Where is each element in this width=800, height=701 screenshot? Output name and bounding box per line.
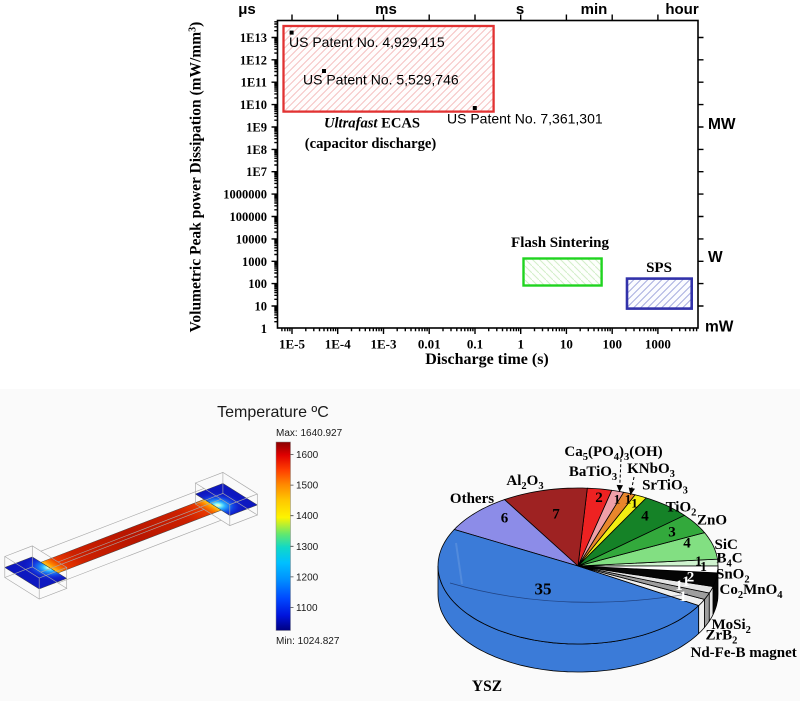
svg-text:4: 4 [683,536,691,552]
svg-text:US Patent No. 7,361,301: US Patent No. 7,361,301 [447,111,603,127]
svg-text:100000: 100000 [230,210,268,224]
svg-text:0.1: 0.1 [467,337,483,352]
svg-text:100: 100 [248,277,267,291]
svg-text:10: 10 [255,300,268,314]
svg-text:1E8: 1E8 [246,143,267,157]
svg-text:μs: μs [238,1,256,18]
svg-text:SrTiO3​: SrTiO3​ [642,478,688,497]
svg-text:1100: 1100 [296,603,318,614]
svg-text:mW: mW [705,319,734,336]
svg-text:1400: 1400 [296,511,319,522]
svg-text:US Patent No. 5,529,746: US Patent No. 5,529,746 [303,72,459,88]
svg-text:Others: Others [450,491,494,507]
svg-text:s: s [516,1,524,18]
svg-text:1000: 1000 [645,337,671,352]
svg-text:7: 7 [552,507,560,523]
svg-text:B4​C: B4​C [717,551,743,570]
svg-text:1E-3: 1E-3 [371,337,398,352]
svg-text:MoSi2​: MoSi2​ [712,617,751,636]
svg-text:1: 1 [614,492,621,507]
svg-text:TiO2​: TiO2​ [666,500,697,519]
svg-text:10: 10 [560,337,573,352]
svg-text:1200: 1200 [296,572,319,583]
svg-text:MW: MW [708,116,736,133]
svg-text:1E-5: 1E-5 [279,337,306,352]
svg-text:1E-4: 1E-4 [325,337,352,352]
svg-text:1: 1 [517,337,524,352]
svg-text:100: 100 [602,337,622,352]
svg-text:Ca5​(PO4​)3​(OH): Ca5​(PO4​)3​(OH) [564,444,662,463]
svg-text:6: 6 [501,511,509,527]
svg-text:min: min [581,1,608,18]
svg-text:1000: 1000 [242,255,267,269]
svg-text:1300: 1300 [296,542,319,553]
svg-text:BaTiO3​: BaTiO3​ [569,464,617,483]
svg-text:Nd-Fe-B magnet: Nd-Fe-B magnet [691,645,797,661]
svg-text:KNbO3​: KNbO3​ [627,461,675,480]
svg-text:1600: 1600 [296,450,319,461]
svg-text:W: W [708,249,723,266]
svg-text:Ultrafast ECAS: Ultrafast ECAS [324,116,420,132]
svg-text:1000000: 1000000 [223,188,267,202]
svg-text:1E9: 1E9 [246,121,267,135]
svg-text:1: 1 [625,492,632,507]
svg-text:1: 1 [695,554,702,569]
svg-text:1E7: 1E7 [246,165,267,179]
svg-text:1: 1 [679,589,687,605]
svg-text:YSZ: YSZ [472,678,502,695]
svg-text:1: 1 [682,574,690,590]
svg-text:Min: 1024.827: Min: 1024.827 [276,636,340,647]
svg-text:35: 35 [535,580,552,599]
svg-text:(capacitor discharge): (capacitor discharge) [305,136,437,152]
svg-text:10000: 10000 [236,232,267,246]
svg-text:1: 1 [675,578,683,594]
svg-text:Volumetric Peak power Dissipat: Volumetric Peak power Dissipation (mW/mm… [188,22,205,333]
svg-text:SPS: SPS [646,260,672,276]
svg-text:1: 1 [631,496,638,511]
svg-text:ms: ms [375,1,397,18]
svg-text:1E10: 1E10 [240,98,267,112]
svg-text:1E13: 1E13 [240,31,267,45]
svg-text:4: 4 [641,509,649,525]
svg-text:2: 2 [687,570,695,586]
svg-text:Co2​MnO4​: Co2​MnO4​ [720,582,784,601]
svg-text:US Patent No. 4,929,415: US Patent No. 4,929,415 [289,34,445,50]
svg-text:Discharge time (s): Discharge time (s) [425,351,549,368]
svg-text:3: 3 [668,525,676,541]
svg-text:1: 1 [261,322,267,336]
svg-text:hour: hour [665,1,698,18]
svg-text:SnO2​: SnO2​ [716,567,750,586]
svg-text:Temperature ºC: Temperature ºC [217,404,329,421]
svg-text:ZrB2​: ZrB2​ [706,628,738,647]
svg-text:1500: 1500 [296,481,319,492]
svg-text:SiC: SiC [715,537,738,553]
svg-text:ZnO: ZnO [697,513,727,529]
svg-text:Max: 1640.927: Max: 1640.927 [276,428,343,439]
svg-text:Flash Sintering: Flash Sintering [511,235,609,251]
svg-text:2: 2 [595,490,603,506]
svg-text:0.01: 0.01 [418,337,441,352]
svg-text:Al2​O3​: Al2​O3​ [506,473,543,492]
svg-text:1E12: 1E12 [240,53,267,67]
svg-text:1: 1 [700,559,707,574]
svg-text:1E11: 1E11 [241,76,267,90]
